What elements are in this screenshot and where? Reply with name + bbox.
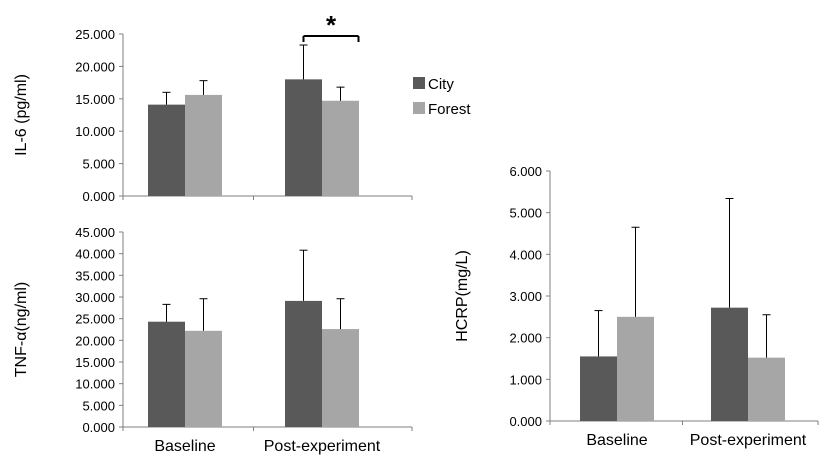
hcrp-category-label: Post-experiment (690, 432, 807, 449)
hcrp-bar-forest-0 (617, 316, 654, 421)
hcrp-y-tick-label: 5.000 (509, 206, 542, 221)
il6-y-axis-label: IL-6 (pg/ml) (13, 74, 30, 156)
il6-bar-forest-1 (322, 100, 359, 196)
il6-y-tick-label: 10.000 (75, 124, 115, 139)
tnf-bar-forest-1 (322, 329, 359, 427)
hcrp-y-tick-label: 3.000 (509, 289, 542, 304)
hcrp-y-tick-label: 4.000 (509, 247, 542, 262)
hcrp-bar-forest-1 (748, 357, 785, 421)
tnf-y-tick-label: 20.000 (75, 333, 115, 348)
tnf-y-tick-label: 30.000 (75, 290, 115, 305)
tnf-bar-city-1 (285, 300, 322, 427)
legend-swatch-forest (413, 102, 425, 114)
tnf-y-tick-label: 15.000 (75, 355, 115, 370)
il6-y-tick-label: 25.000 (75, 27, 115, 42)
il6-bar-city-1 (285, 79, 322, 196)
hcrp-bar-city-0 (580, 356, 617, 421)
legend: City Forest (413, 76, 471, 118)
tnf-category-label: Baseline (154, 438, 215, 455)
tnf-y-tick-label: 0.000 (82, 420, 115, 435)
tnf-y-axis-label: TNF-α(ng/ml) (13, 282, 30, 377)
tnf-y-tick-label: 40.000 (75, 247, 115, 262)
tnf-y-tick-label: 35.000 (75, 268, 115, 283)
tnf-y-tick-label: 45.000 (75, 225, 115, 240)
il6-bar-city-0 (148, 104, 185, 196)
tnf-y-tick-label: 10.000 (75, 377, 115, 392)
legend-label-forest: Forest (428, 101, 471, 118)
il6-bar-forest-0 (185, 94, 222, 196)
il6-y-tick-label: 5.000 (82, 157, 115, 172)
hcrp-y-tick-label: 1.000 (509, 372, 542, 387)
tnf-y-tick-label: 5.000 (82, 398, 115, 413)
tnf-category-label: Post-experiment (264, 438, 381, 455)
tnf-y-tick-label: 25.000 (75, 312, 115, 327)
hcrp-bar-city-1 (711, 307, 748, 421)
hcrp-category-label: Baseline (586, 432, 647, 449)
il6-y-tick-label: 15.000 (75, 92, 115, 107)
hcrp-y-tick-label: 6.000 (509, 164, 542, 179)
legend-swatch-city (413, 77, 425, 89)
il6-significance-marker: * (326, 10, 337, 40)
hcrp-y-tick-label: 2.000 (509, 331, 542, 346)
legend-label-city: City (428, 76, 454, 93)
tnf-bar-forest-0 (185, 330, 222, 427)
il6-y-tick-label: 0.000 (82, 189, 115, 204)
il6-y-tick-label: 20.000 (75, 59, 115, 74)
hcrp-y-axis-label: HCRP(mg/L) (454, 250, 471, 342)
tnf-bar-city-0 (148, 321, 185, 427)
hcrp-y-tick-label: 0.000 (509, 414, 542, 429)
